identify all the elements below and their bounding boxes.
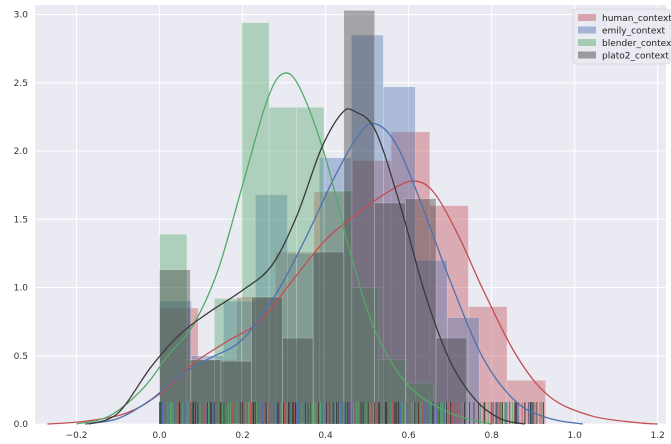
kde-line-human_context bbox=[47, 180, 658, 425]
y-tick-label: 0.5 bbox=[14, 352, 28, 362]
x-tick-label: 0.8 bbox=[484, 431, 499, 441]
x-tick-label: 1.2 bbox=[651, 431, 665, 441]
legend-swatch-blender_context bbox=[578, 39, 596, 46]
histogram-bar-blender_context bbox=[296, 107, 325, 425]
kde-line-blender_context bbox=[76, 72, 492, 425]
histogram-bar-plato2_context bbox=[343, 10, 375, 425]
x-tick-label: 0.6 bbox=[401, 431, 416, 441]
legend-label-emily_context: emily_context bbox=[602, 27, 666, 37]
histogram-bar-emily_context bbox=[255, 194, 288, 425]
x-tick-label: 0.2 bbox=[235, 431, 249, 441]
plot-background bbox=[35, 5, 666, 424]
x-tick-label: 1.0 bbox=[568, 431, 583, 441]
legend-box bbox=[572, 8, 671, 65]
histogram-bar-emily_context bbox=[351, 34, 384, 425]
x-tick-label: −0.2 bbox=[66, 431, 88, 441]
x-tick-label: 0.4 bbox=[318, 431, 333, 441]
legend-swatch-plato2_context bbox=[578, 51, 596, 59]
y-tick-label: 2.5 bbox=[14, 79, 28, 89]
x-tick-label: 0.0 bbox=[152, 431, 167, 441]
histogram-bar-plato2_context bbox=[374, 202, 406, 425]
legend-swatch-human_context bbox=[578, 14, 596, 21]
histogram-bar-blender_context bbox=[159, 233, 188, 425]
kde-curves bbox=[47, 72, 658, 425]
legend-label-human_context: human_context bbox=[602, 14, 671, 24]
grid bbox=[35, 5, 666, 425]
rug-plot bbox=[159, 402, 545, 424]
histogram-bar-plato2_context bbox=[312, 251, 345, 425]
histogram-bars bbox=[159, 10, 546, 425]
histogram-bar-emily_context bbox=[287, 253, 320, 425]
histogram-bar-blender_context bbox=[351, 287, 380, 425]
histogram-bar-human_context bbox=[275, 251, 315, 425]
legend-swatch-emily_context bbox=[578, 26, 596, 34]
legend-label-blender_context: blender_context bbox=[602, 39, 671, 49]
histogram-bar-emily_context bbox=[319, 157, 352, 425]
histogram-bar-blender_context bbox=[241, 22, 270, 425]
histogram-bar-plato2_context bbox=[220, 360, 252, 425]
histogram-bar-human_context bbox=[352, 160, 392, 425]
histogram-bar-human_context bbox=[313, 191, 353, 425]
tick-labels: −0.2 0.0 0.2 0.4 0.6 0.8 1.0 1.2 0.0 0.5 1.0 1.5 2.0… bbox=[14, 11, 665, 441]
y-tick-label: 1.5 bbox=[14, 215, 28, 225]
kde-line-plato2_context bbox=[88, 108, 525, 425]
histogram-bar-human_context bbox=[390, 131, 431, 425]
histogram-bar-plato2_context bbox=[404, 198, 437, 425]
y-tick-label: 2.0 bbox=[14, 147, 29, 157]
histogram-bar-emily_context bbox=[382, 86, 416, 425]
y-tick-label: 3.0 bbox=[14, 11, 29, 21]
legend: human_context emily_context blender_contex… bbox=[572, 8, 671, 65]
y-tick-label: 1.0 bbox=[14, 284, 29, 294]
kde-line-emily_context bbox=[84, 122, 584, 425]
legend-label-plato2_context: plato2_context bbox=[602, 52, 669, 62]
y-tick-label: 0.0 bbox=[14, 420, 29, 430]
